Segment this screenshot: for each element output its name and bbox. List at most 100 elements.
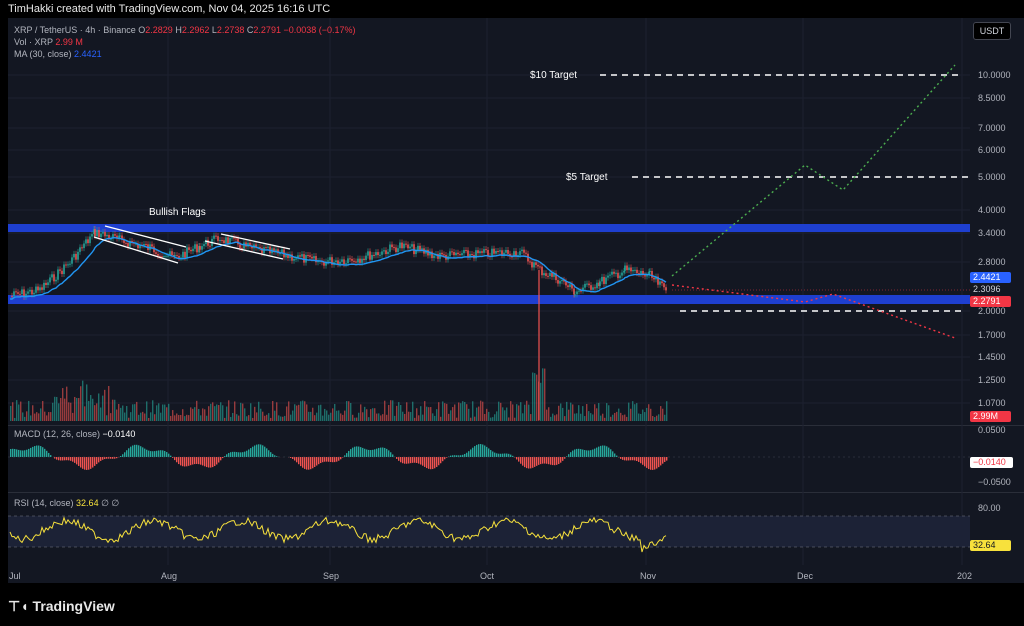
macd-histogram-bar [320, 457, 322, 464]
pane-separator-rsi[interactable] [8, 492, 1024, 493]
flag-line [220, 233, 291, 250]
price-candle [91, 234, 93, 237]
target-5-label[interactable]: $5 Target [566, 172, 608, 183]
volume-bar [646, 407, 648, 421]
volume-bar [666, 401, 668, 421]
currency-button[interactable]: USDT [973, 22, 1011, 40]
macd-histogram-bar [82, 457, 84, 469]
price-candle [601, 276, 603, 282]
volume-bar [470, 417, 472, 421]
price-label: 4.0000 [978, 205, 1006, 215]
volume-bar [244, 408, 246, 421]
macd-histogram-bar [248, 449, 250, 457]
price-candle [588, 283, 590, 286]
volume-bar [598, 403, 600, 421]
macd-histogram-bar [72, 457, 74, 462]
volume-bar [604, 417, 606, 421]
price-candle [85, 239, 87, 244]
macd-histogram-bar [640, 457, 642, 464]
price-candle [305, 255, 307, 263]
macd-histogram-bar [318, 457, 320, 465]
volume-bar [62, 388, 64, 421]
rsi-legend[interactable]: RSI (14, close) 32.64 ∅ ∅ [14, 498, 119, 509]
volume-bar [318, 405, 320, 421]
macd-histogram-bar [402, 457, 404, 464]
volume-bar [274, 410, 276, 421]
macd-histogram-bar [266, 448, 268, 457]
macd-histogram-bar [404, 457, 406, 464]
macd-histogram-bar [444, 457, 446, 460]
volume-bar [24, 416, 26, 421]
macd-histogram-bar [76, 457, 78, 465]
price-candle [203, 244, 205, 247]
macd-legend[interactable]: MACD (12, 26, close) −0.0140 [14, 429, 135, 439]
macd-histogram-bar [142, 447, 144, 457]
price-candle [233, 237, 235, 239]
rsi-extra: ∅ ∅ [101, 498, 120, 508]
target-10-label[interactable]: $10 Target [530, 70, 578, 81]
macd-histogram-bar [178, 457, 180, 465]
pane-separator-macd[interactable] [8, 425, 1024, 426]
bullish-flags-label[interactable]: Bullish Flags [149, 207, 206, 218]
macd-histogram-bar [28, 448, 30, 457]
price-candle [405, 243, 407, 245]
volume-bar [592, 414, 594, 421]
volume-bar [140, 412, 142, 421]
macd-histogram-bar [312, 457, 314, 469]
macd-histogram-bar [304, 457, 306, 469]
volume-bar [88, 400, 90, 421]
macd-histogram-bar [484, 445, 486, 457]
price-candle [198, 246, 200, 253]
macd-histogram-bar [156, 450, 158, 457]
macd-histogram-bar [58, 457, 60, 461]
price-candle [180, 257, 182, 259]
moving-average-line [9, 237, 667, 300]
volume-bar [106, 415, 108, 421]
volume-bar [388, 404, 390, 421]
tv-logo-icon: ⊤◖ [8, 598, 29, 614]
macd-histogram-bar [380, 447, 382, 457]
volume-bar [550, 416, 552, 421]
volume-bar [634, 404, 636, 421]
macd-histogram-bar [228, 453, 230, 457]
macd-histogram-bar [120, 455, 122, 457]
price-candle [657, 276, 659, 285]
volume-bar [384, 400, 386, 421]
ma-legend[interactable]: MA (30, close) 2.4421 [14, 49, 102, 59]
flag-line [93, 236, 179, 264]
macd-histogram-bar [168, 453, 170, 457]
tradingview-logo[interactable]: ⊤◖ TradingView [8, 598, 115, 615]
macd-histogram-bar [490, 450, 492, 457]
macd-histogram-bar [250, 448, 252, 457]
price-candle [167, 255, 169, 257]
volume-bar [534, 373, 536, 421]
price-candle [235, 238, 237, 240]
volume-bar [236, 414, 238, 421]
macd-axis-label: 0.0500 [978, 425, 1006, 435]
macd-histogram-bar [432, 457, 434, 470]
volume-bar [638, 413, 640, 421]
macd-histogram-bar [570, 452, 572, 457]
macd-histogram-bar [436, 457, 438, 467]
volume-bar [46, 415, 48, 421]
symbol-legend[interactable]: XRP / TetherUS · 4h · Binance O2.2829 H2… [14, 25, 356, 35]
macd-histogram-bar [218, 457, 220, 463]
macd-histogram-bar [60, 457, 62, 461]
volume-legend[interactable]: Vol · XRP 2.99 M [14, 37, 83, 47]
macd-histogram-bar [518, 457, 520, 462]
macd-histogram-bar [66, 457, 68, 461]
volume-bar [458, 402, 460, 421]
price-candle [192, 248, 194, 252]
volume-bar [288, 401, 290, 421]
macd-histogram-bar [386, 448, 388, 457]
macd-histogram-bar [78, 457, 80, 466]
macd-histogram-bar [624, 457, 626, 461]
macd-histogram-bar [180, 457, 182, 466]
bullish-projection [671, 64, 956, 277]
price-candle [371, 254, 373, 260]
price-candle [239, 244, 241, 248]
volume-bar [294, 404, 296, 421]
price-candle [507, 249, 509, 254]
price-candle [279, 253, 281, 255]
price-candle [59, 269, 61, 271]
